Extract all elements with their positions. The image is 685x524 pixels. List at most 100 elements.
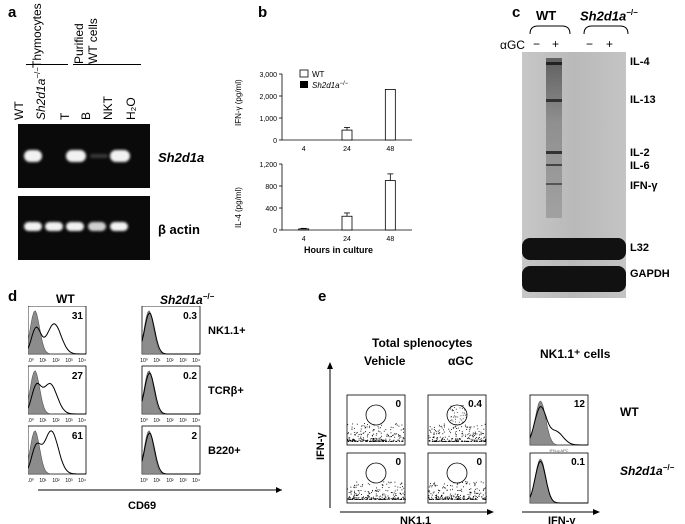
dot (451, 495, 453, 496)
b-xlabel: Hours in culture (304, 245, 373, 255)
bottom-ylabel: IL-4 (pg/ml) (234, 187, 243, 228)
dot (443, 423, 445, 425)
dot (456, 497, 458, 499)
dot (468, 497, 470, 499)
dot (444, 487, 446, 488)
dot (384, 494, 386, 496)
dot (352, 439, 354, 441)
dot (440, 498, 442, 500)
dot (446, 496, 448, 498)
dot (347, 424, 349, 426)
dot (392, 435, 394, 436)
ytick-label: 0 (273, 138, 277, 145)
dot (356, 495, 358, 496)
dot (461, 419, 463, 421)
dot (367, 424, 369, 426)
dot (462, 432, 464, 434)
dot (382, 493, 384, 495)
dot (450, 419, 452, 421)
dot (404, 484, 406, 486)
xtick-label: 48 (386, 236, 394, 243)
dot (357, 494, 359, 496)
dot (449, 497, 450, 499)
dot (454, 426, 456, 428)
c-band-il6 (546, 164, 562, 166)
dot (347, 433, 349, 435)
bottom-xticks: 4 24 48 (302, 236, 395, 243)
dot (482, 494, 484, 496)
dot (460, 499, 462, 500)
dot (392, 440, 394, 442)
band-top-5 (110, 150, 130, 162)
dot (451, 497, 453, 499)
dot (354, 434, 356, 436)
lane-sh2d1a-text: Sh2d1a (34, 78, 48, 120)
dot (398, 439, 400, 441)
e-xlabel-dot: NK1.1 (400, 515, 431, 524)
dot (465, 434, 467, 436)
dot (378, 440, 380, 442)
dot (354, 485, 356, 487)
dot (355, 440, 357, 442)
dot (373, 433, 375, 435)
dot (379, 440, 381, 442)
dot (457, 483, 459, 485)
dot (429, 440, 431, 442)
dot (401, 482, 403, 484)
c-lane-smear (546, 58, 562, 218)
dot (394, 485, 396, 487)
dot (429, 426, 431, 428)
dot (465, 440, 467, 442)
dot (429, 429, 431, 431)
dot (441, 438, 443, 440)
dot (436, 437, 438, 439)
dot (443, 440, 445, 442)
dot (456, 486, 458, 488)
hist-tick: 10¹ (153, 418, 161, 424)
dot (451, 410, 453, 412)
dot (460, 488, 462, 490)
dot (361, 497, 363, 499)
hist-tick: 10¹ (153, 358, 161, 364)
dot (348, 437, 350, 439)
dot (353, 495, 355, 497)
dot (375, 434, 377, 436)
hist-tick: 10¹ (39, 418, 47, 424)
dot (378, 430, 380, 432)
dot (453, 410, 454, 411)
dot (442, 440, 444, 442)
dot (470, 440, 472, 442)
dot (454, 440, 456, 442)
dot (433, 437, 435, 439)
c-col-ko: Sh2d1a−/− (580, 8, 638, 23)
dot (431, 485, 433, 486)
dot (395, 440, 397, 442)
dot (396, 424, 398, 426)
dot (445, 497, 447, 499)
dot (366, 426, 368, 428)
dot (352, 498, 354, 500)
dot (458, 498, 460, 500)
dot (400, 498, 402, 500)
dot (441, 439, 443, 441)
dot (361, 439, 363, 440)
dot (474, 431, 476, 433)
band-bot-1 (24, 222, 42, 231)
dot (481, 440, 483, 442)
dot (353, 496, 354, 498)
dot (449, 440, 451, 442)
hist-value: 12 (574, 399, 586, 410)
dot (387, 495, 389, 497)
c-label-ifng: IFN-γ (630, 180, 658, 192)
dot (400, 493, 402, 495)
dot (361, 497, 363, 499)
dot (466, 427, 468, 428)
dot (457, 498, 459, 500)
dot (437, 432, 439, 434)
d-xlabel: CD69 (128, 500, 156, 512)
dot (433, 426, 435, 428)
c-col-wt: WT (536, 8, 557, 23)
dot (476, 488, 478, 490)
dot (388, 498, 390, 500)
group-thymocytes: Thymocytes (30, 3, 44, 68)
